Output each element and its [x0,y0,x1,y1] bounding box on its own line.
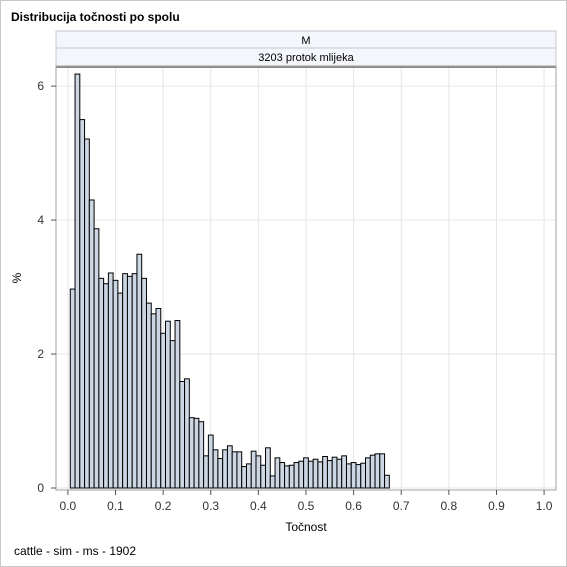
chart-title: Distribucija točnosti po spolu [11,10,180,24]
histogram-bar [312,458,319,489]
histogram-bar [141,277,147,489]
histogram-bar [74,73,81,489]
histogram-bar [98,277,105,489]
histogram-bar [331,456,338,489]
histogram-bar [322,456,328,489]
histogram-bar [345,463,352,489]
histogram-bar [355,464,362,489]
histogram-bar [198,421,205,489]
histogram-bar [360,462,367,489]
histogram-bar [293,462,300,489]
histogram-bar [150,313,157,489]
histogram-bar [217,458,224,489]
histogram-bar [165,320,171,489]
y-axis-label: % [10,272,24,283]
histogram-bar [379,453,386,489]
x-tick-label: 1.0 [536,499,553,513]
histogram-bar [265,447,271,489]
x-tick-label: 0.1 [107,499,124,513]
histogram-bar [145,302,152,489]
x-tick-label: 0.2 [155,499,172,513]
x-tick-label: 0.3 [202,499,219,513]
histogram-bar [369,454,376,489]
histogram-bar [236,451,243,489]
panel-strips: M 3203 protok mlijeka [55,30,557,67]
histogram-bar [307,460,314,489]
histogram-bar [155,307,162,489]
histogram-bar [112,279,119,489]
histogram-bar [79,119,86,489]
histogram-bar [179,381,186,489]
histogram-bar [384,474,390,489]
histogram-bar [212,449,219,489]
histogram-bar [279,462,286,489]
histogram-bar [260,464,267,489]
x-tick-label: 0.6 [345,499,362,513]
strip-1-label: M [301,35,310,47]
histogram-bar [169,340,176,489]
histogram-bar [245,463,252,489]
histogram-bar [350,462,357,489]
histogram-bar [341,455,347,489]
histogram-bar [241,466,247,489]
histogram-bar [184,378,190,489]
histogram-bar [222,449,228,489]
y-tick-label: 2 [37,347,44,361]
footnote: cattle - sim - ms - 1902 [14,544,137,558]
histogram-bar [103,283,109,489]
histogram-bar [336,458,343,489]
histogram-bar [174,320,181,489]
histogram-bar [288,464,295,489]
histogram-bar [193,417,200,489]
histogram-bar [93,228,100,489]
histogram-bar [126,275,133,489]
histogram-bar [365,457,371,489]
x-tick-label: 0.4 [250,499,267,513]
x-tick-label: 0.8 [441,499,458,513]
y-tick-label: 4 [37,213,44,227]
histogram-bar [255,455,262,489]
x-axis: 0.0 0.1 0.2 0.3 0.4 0.5 0.6 0.7 0.8 0.9 1.0 [60,490,553,513]
histogram-bar [317,461,324,489]
x-axis-label: Točnost [285,520,327,534]
histogram-bar [284,465,290,489]
histogram-bar [303,457,309,489]
histogram-bar [88,199,95,489]
x-tick-label: 0.7 [393,499,410,513]
histogram-bar [188,417,195,489]
x-tick-label: 0.0 [60,499,77,513]
y-axis: 0 2 4 6 [37,79,56,495]
histogram-bar [226,445,233,489]
histogram-bar [207,434,214,489]
y-tick-label: 6 [37,79,44,93]
strip-2-label: 3203 protok mlijeka [258,52,354,64]
histogram-bar [84,138,90,489]
histogram-bar [374,453,381,489]
y-tick-label: 0 [37,481,44,495]
histogram-bar [131,273,138,489]
histogram-bar [269,475,276,489]
histogram-bar [107,272,114,489]
histogram-bar [203,455,209,489]
histogram-bar [250,450,257,489]
histogram-bar [274,457,281,489]
histogram-bar [298,460,305,489]
histogram-bar [136,253,143,489]
histogram-bar [231,451,238,489]
histogram-bar [69,288,76,489]
x-tick-label: 0.5 [298,499,315,513]
histogram-bar [117,292,124,489]
histogram-bar [122,273,128,489]
histogram-bar [160,332,167,489]
histogram-bars [69,73,390,489]
x-tick-label: 0.9 [488,499,505,513]
histogram-bar [326,460,333,489]
